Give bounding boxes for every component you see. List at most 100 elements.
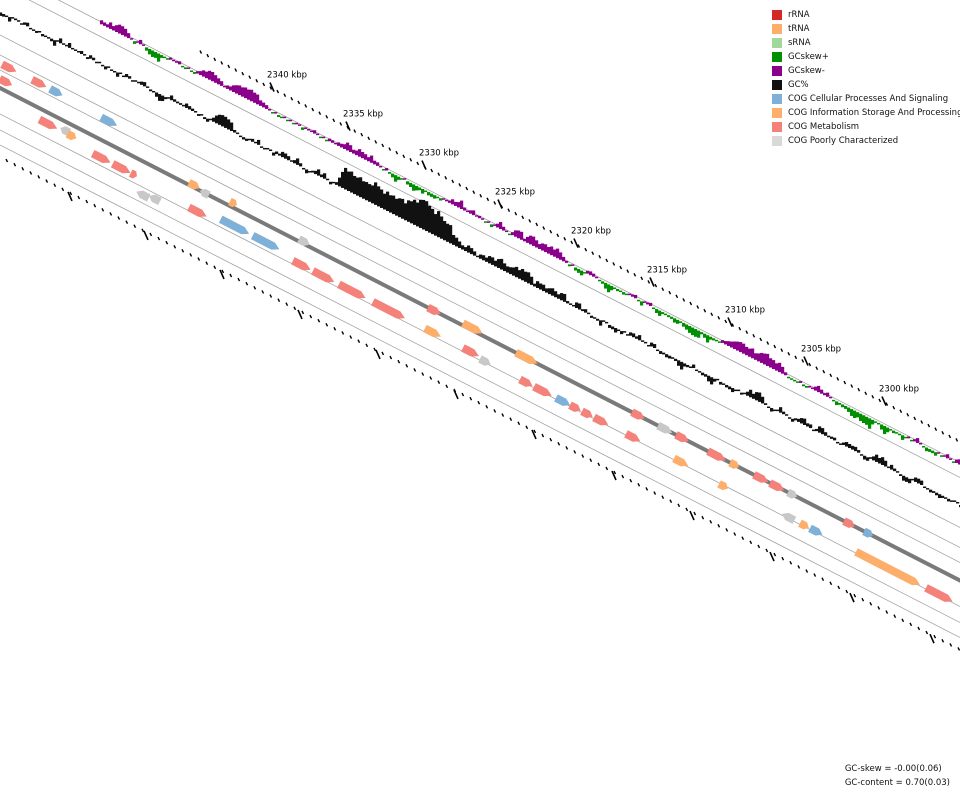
gc-skew-neg-bar bbox=[586, 270, 590, 274]
minor-tick bbox=[745, 330, 749, 335]
minor-tick bbox=[885, 610, 889, 614]
gc-skew-pos-bar bbox=[637, 299, 641, 302]
minor-tick bbox=[61, 187, 65, 192]
minor-tick bbox=[283, 93, 287, 98]
gc-skew-pos-bar bbox=[574, 267, 578, 271]
gc-bar bbox=[707, 375, 711, 382]
gc-bar bbox=[941, 495, 945, 498]
gc-skew-pos-bar bbox=[622, 292, 626, 295]
gc-skew-pos-bar bbox=[922, 446, 926, 448]
cog-poor-feature bbox=[478, 355, 491, 366]
gc-skew-neg-bar bbox=[208, 70, 212, 80]
gc-bar bbox=[317, 169, 321, 176]
gc-bar bbox=[797, 418, 801, 422]
minor-tick bbox=[535, 222, 539, 227]
minor-tick bbox=[813, 573, 817, 577]
gc-bar bbox=[464, 247, 468, 252]
gc-skew-neg-bar bbox=[817, 385, 821, 393]
minor-tick bbox=[773, 344, 777, 349]
gc-bar bbox=[905, 477, 909, 482]
gc-skew-pos-bar bbox=[793, 379, 797, 382]
gc-bar bbox=[620, 331, 624, 335]
cog-feature-track bbox=[0, 60, 953, 602]
gc-skew-pos-bar bbox=[145, 47, 149, 51]
gc-skew-pos-bar bbox=[286, 119, 290, 122]
gc-skew-neg-bar bbox=[130, 38, 134, 40]
gc-bar bbox=[545, 288, 549, 293]
minor-tick bbox=[675, 294, 679, 299]
gc-skew-pos-bar bbox=[934, 452, 938, 456]
gc-skew-neg-bar bbox=[355, 150, 359, 156]
gc-skew-neg-bar bbox=[511, 232, 515, 236]
gc-skew-neg-bar bbox=[403, 178, 407, 180]
position-tick-label: 2310 kbp bbox=[725, 306, 765, 316]
minor-tick bbox=[829, 581, 833, 586]
gc-bar bbox=[131, 80, 135, 82]
stats-panel: GC-skew = -0.00(0.06) GC-content = 0.70(… bbox=[845, 762, 950, 790]
gc-skew-pos-bar bbox=[910, 439, 914, 442]
gc-bar bbox=[245, 138, 249, 141]
gc-skew-neg-bar bbox=[229, 86, 233, 91]
gc-skew-neg-bar bbox=[268, 108, 272, 111]
minor-tick bbox=[173, 244, 177, 249]
minor-tick bbox=[598, 254, 602, 259]
minor-tick bbox=[29, 171, 33, 175]
gc-skew-neg-bar bbox=[235, 85, 239, 94]
gc-bar bbox=[155, 92, 159, 97]
gc-bar bbox=[863, 455, 867, 460]
minor-tick bbox=[703, 308, 707, 313]
minor-tick bbox=[821, 577, 825, 582]
gc-skew-pos-bar bbox=[835, 401, 839, 406]
minor-tick bbox=[955, 438, 959, 442]
cog-process-feature bbox=[808, 524, 823, 536]
gc-bar bbox=[260, 146, 264, 148]
gc-bar bbox=[446, 223, 450, 242]
minor-tick bbox=[45, 179, 49, 183]
gc-bar bbox=[836, 441, 840, 444]
gc-skew-neg-bar bbox=[634, 294, 638, 299]
legend-swatch bbox=[772, 94, 782, 104]
cog-info-feature bbox=[514, 349, 538, 365]
gc-skew-neg-bar bbox=[262, 102, 266, 108]
minor-tick bbox=[661, 495, 665, 499]
gc-skew-neg-bar bbox=[538, 244, 542, 250]
cog-info-feature bbox=[717, 480, 728, 491]
gc-bar bbox=[896, 471, 900, 473]
gc-bar bbox=[437, 211, 441, 238]
minor-tick bbox=[365, 343, 369, 348]
gc-bar bbox=[827, 435, 831, 438]
gc-skew-pos-bar bbox=[892, 430, 896, 434]
minor-tick bbox=[293, 306, 297, 311]
gc-bar bbox=[398, 198, 402, 218]
cog-process-feature bbox=[218, 215, 250, 235]
gc-bar bbox=[518, 270, 522, 279]
gc-bar bbox=[11, 17, 15, 19]
minor-tick bbox=[486, 197, 490, 202]
gc-bar bbox=[488, 256, 492, 264]
gc-bar bbox=[407, 200, 411, 222]
gc-bar bbox=[950, 500, 954, 502]
gc-skew-neg-bar bbox=[727, 341, 731, 346]
minor-tick bbox=[668, 290, 672, 295]
gc-skew-pos-bar bbox=[319, 136, 323, 139]
gc-skew-neg-bar bbox=[295, 122, 299, 125]
gc-bar bbox=[764, 403, 768, 405]
cog-info-feature bbox=[798, 519, 809, 530]
minor-tick bbox=[437, 380, 441, 385]
gc-bar bbox=[158, 94, 162, 101]
gc-skew-neg-bar bbox=[223, 85, 227, 88]
minor-tick bbox=[766, 341, 770, 345]
gc-bar bbox=[188, 106, 192, 110]
gc-bar bbox=[281, 151, 285, 158]
minor-tick bbox=[589, 458, 593, 463]
gc-skew-pos-bar bbox=[787, 376, 791, 379]
minor-tick bbox=[557, 441, 561, 446]
gc-skew-neg-bar bbox=[799, 381, 803, 383]
gc-skew-neg-bar bbox=[322, 136, 326, 139]
minor-tick bbox=[612, 262, 616, 266]
gc-bar bbox=[866, 457, 870, 461]
gc-bar bbox=[944, 497, 948, 499]
guide-line bbox=[0, 34, 960, 528]
minor-tick bbox=[794, 355, 798, 360]
minor-tick bbox=[878, 398, 882, 403]
